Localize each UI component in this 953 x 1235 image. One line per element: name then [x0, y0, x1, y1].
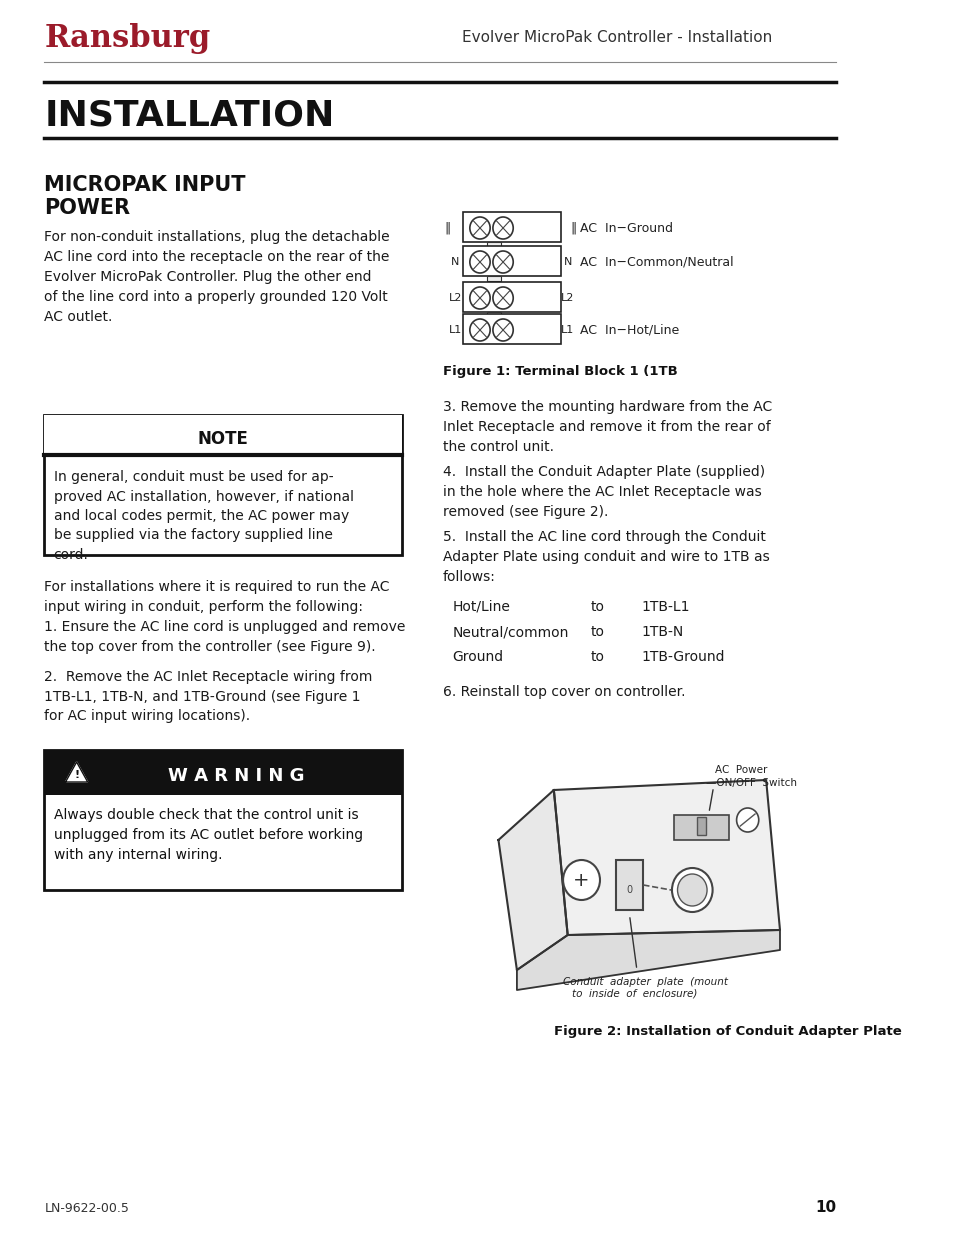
Text: INSTALLATION: INSTALLATION [44, 98, 335, 132]
Text: LN-9622-00.5: LN-9622-00.5 [44, 1202, 129, 1215]
Text: AC  In−Hot/Line: AC In−Hot/Line [579, 324, 679, 336]
Text: 1. Ensure the AC line cord is unplugged and remove
the top cover from the contro: 1. Ensure the AC line cord is unplugged … [44, 620, 405, 653]
Circle shape [469, 319, 490, 341]
Circle shape [469, 251, 490, 273]
Text: Neutral/common: Neutral/common [452, 625, 568, 638]
Text: ‖: ‖ [570, 221, 577, 235]
Text: 1TB-L1: 1TB-L1 [640, 600, 689, 614]
Bar [463, 282, 560, 312]
Text: Ground: Ground [452, 650, 503, 664]
Text: 3. Remove the mounting hardware from the AC
Inlet Receptacle and remove it from : 3. Remove the mounting hardware from the… [442, 400, 772, 454]
Text: Always double check that the control unit is
unplugged from its AC outlet before: Always double check that the control uni… [53, 808, 362, 862]
Bar [463, 314, 560, 345]
Text: to  inside  of  enclosure): to inside of enclosure) [572, 989, 697, 999]
Text: 1TB-Ground: 1TB-Ground [640, 650, 724, 664]
Bar [615, 860, 642, 910]
Text: Evolver MicroPak Controller - Installation: Evolver MicroPak Controller - Installati… [461, 31, 771, 46]
Text: MICROPAK INPUT
POWER: MICROPAK INPUT POWER [44, 175, 246, 219]
Circle shape [677, 874, 706, 906]
Bar [44, 415, 401, 454]
Text: +: + [573, 871, 589, 889]
Text: For installations where it is required to run the AC
input wiring in conduit, pe: For installations where it is required t… [44, 580, 390, 614]
Text: L1: L1 [448, 325, 461, 335]
Bar [44, 415, 401, 555]
Text: Figure 1: Terminal Block 1 (1TB: Figure 1: Terminal Block 1 (1TB [442, 366, 678, 378]
Text: In general, conduit must be used for ap-
proved AC installation, however, if nat: In general, conduit must be used for ap-… [53, 471, 354, 562]
Bar [487, 275, 500, 282]
Polygon shape [554, 781, 780, 935]
Text: L2: L2 [448, 293, 461, 303]
Circle shape [493, 319, 513, 341]
Polygon shape [517, 930, 780, 990]
Circle shape [493, 217, 513, 240]
Text: For non-conduit installations, plug the detachable
AC line cord into the recepta: For non-conduit installations, plug the … [44, 230, 390, 325]
Bar [673, 815, 728, 840]
Circle shape [736, 808, 758, 832]
Text: 6. Reinstall top cover on controller.: 6. Reinstall top cover on controller. [442, 685, 685, 699]
Circle shape [562, 860, 599, 900]
Text: to: to [590, 650, 604, 664]
Text: 10: 10 [814, 1200, 836, 1215]
Text: N: N [563, 257, 571, 267]
Bar [697, 818, 705, 835]
Circle shape [671, 868, 712, 911]
Polygon shape [66, 762, 88, 782]
Text: L1: L1 [560, 325, 574, 335]
Text: N: N [451, 257, 458, 267]
Bar [44, 750, 401, 890]
Text: AC  Power: AC Power [715, 764, 767, 776]
Circle shape [469, 287, 490, 309]
Text: AC  In−Ground: AC In−Ground [579, 221, 672, 235]
Text: to: to [590, 600, 604, 614]
Text: Ransburg: Ransburg [44, 22, 211, 53]
Bar [463, 246, 560, 275]
Text: ‖: ‖ [444, 221, 450, 235]
Bar [487, 242, 500, 247]
Text: AC  In−Common/Neutral: AC In−Common/Neutral [579, 256, 733, 268]
Text: !: ! [74, 769, 79, 781]
Circle shape [493, 287, 513, 309]
Text: 1TB-N: 1TB-N [640, 625, 683, 638]
Text: Figure 2: Installation of Conduit Adapter Plate: Figure 2: Installation of Conduit Adapte… [554, 1025, 901, 1037]
Text: 5.  Install the AC line cord through the Conduit
Adapter Plate using conduit and: 5. Install the AC line cord through the … [442, 530, 769, 584]
Polygon shape [497, 790, 567, 969]
Text: —ON/OFF  Switch: —ON/OFF Switch [705, 778, 797, 788]
Text: 4.  Install the Conduit Adapter Plate (supplied)
in the hole where the AC Inlet : 4. Install the Conduit Adapter Plate (su… [442, 466, 764, 519]
Bar [487, 312, 500, 317]
Text: W A R N I N G: W A R N I N G [168, 767, 304, 785]
Bar [44, 750, 401, 795]
Circle shape [469, 217, 490, 240]
Bar [463, 212, 560, 242]
Text: NOTE: NOTE [197, 430, 248, 448]
Text: Conduit  adapter  plate  (mount: Conduit adapter plate (mount [562, 977, 727, 987]
Circle shape [493, 251, 513, 273]
Text: to: to [590, 625, 604, 638]
Text: 2.  Remove the AC Inlet Receptacle wiring from
1TB-L1, 1TB-N, and 1TB-Ground (se: 2. Remove the AC Inlet Receptacle wiring… [44, 671, 373, 722]
Text: 0: 0 [626, 885, 632, 895]
Text: L2: L2 [560, 293, 574, 303]
Text: Hot/Line: Hot/Line [452, 600, 510, 614]
